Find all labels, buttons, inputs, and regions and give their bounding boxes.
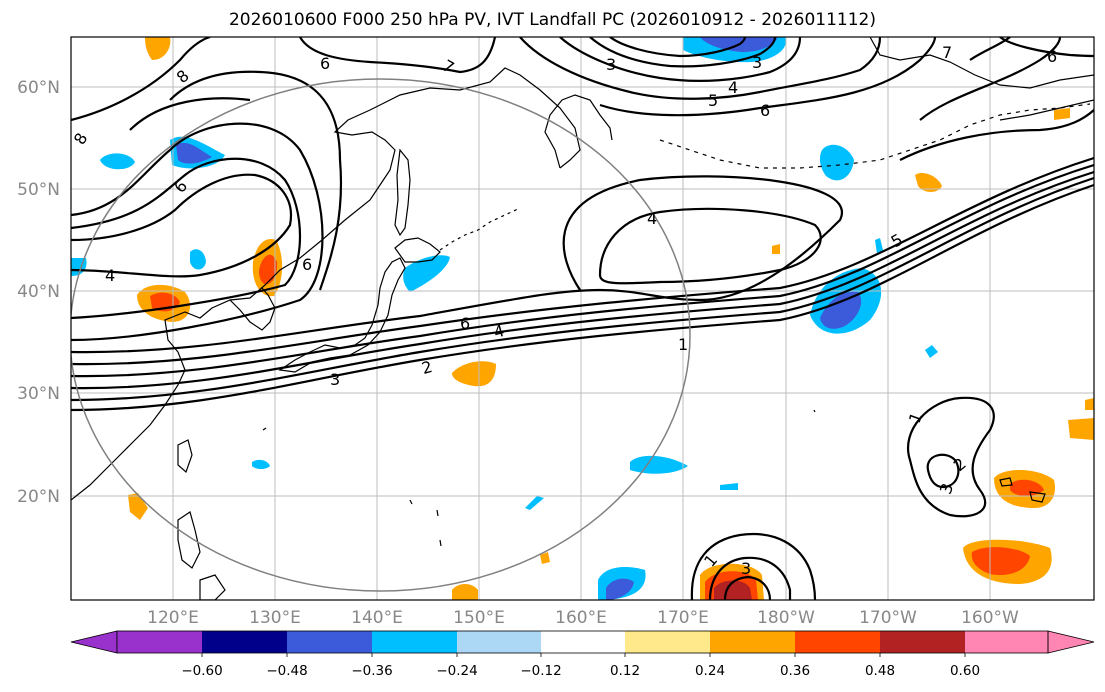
map-figure: 6 8 7 7 6 8 6 4 4 5 6 3 3 4 5 6 6 4 2 3 … [0,0,1105,692]
colorbar-segment [710,631,795,653]
contour-label: 6 [320,54,330,73]
colorbar: −0.60 −0.48 −0.36 −0.24 −0.12 0.12 0.24 … [71,631,1094,679]
colorbar-tick-label: −0.60 [181,663,222,679]
colorbar-segment [795,631,880,653]
colorbar-tick-label: −0.12 [520,663,561,679]
lon-label: 160°W [961,608,1019,628]
colorbar-tick-label: 0.60 [950,663,980,679]
contour-label: 6 [460,314,470,333]
contour-label: 5 [708,91,718,110]
longitude-axis: 120°E 130°E 140°E 150°E 160°E 170°E 180°… [147,608,1019,628]
lat-label: 40°N [17,282,60,302]
colorbar-segment [625,631,710,653]
colorbar-segment [541,631,625,653]
lat-label: 20°N [17,487,60,507]
lon-label: 170°W [859,608,917,628]
contour-label: 4 [728,78,738,97]
colorbar-tick-label: 0.48 [865,663,895,679]
map-background [71,37,1094,600]
colorbar-tick-label: 0.24 [695,663,725,679]
contour-label: 3 [752,53,762,72]
contour-label: 3 [741,559,751,578]
contour-label: 6 [1047,47,1057,66]
lon-label: 160°E [555,608,607,628]
contour-label: 3 [330,370,340,389]
colorbar-segment [965,631,1048,653]
contour-label: 4 [647,209,657,228]
colorbar-tick-label: 0.36 [780,663,810,679]
lon-label: 120°E [147,608,199,628]
colorbar-segment [457,631,541,653]
colorbar-tick-label: −0.48 [266,663,307,679]
colorbar-segment [287,631,372,653]
latitude-axis: 60°N 50°N 40°N 30°N 20°N [17,78,60,507]
lon-label: 180°W [757,608,815,628]
lat-label: 50°N [17,180,60,200]
contour-label: 7 [942,43,952,62]
contour-label: 3 [606,55,616,74]
lon-label: 130°E [249,608,301,628]
lat-label: 60°N [17,78,60,98]
lat-label: 30°N [17,384,60,404]
colorbar-segment [880,631,965,653]
colorbar-max-extension [1048,631,1094,653]
colorbar-min-extension [71,631,117,653]
colorbar-tick-label: −0.24 [436,663,477,679]
colorbar-segment [202,631,287,653]
contour-label: 6 [302,255,312,274]
contour-label: 1 [678,335,688,354]
colorbar-segment [117,631,202,653]
colorbar-tick-label: −0.36 [351,663,392,679]
contour-label: 4 [105,266,115,285]
lon-label: 170°E [657,608,709,628]
colorbar-tick-label: 0.12 [610,663,640,679]
colorbar-segment [372,631,457,653]
lon-label: 140°E [351,608,403,628]
contour-label: 6 [760,101,770,120]
lon-label: 150°E [453,608,505,628]
